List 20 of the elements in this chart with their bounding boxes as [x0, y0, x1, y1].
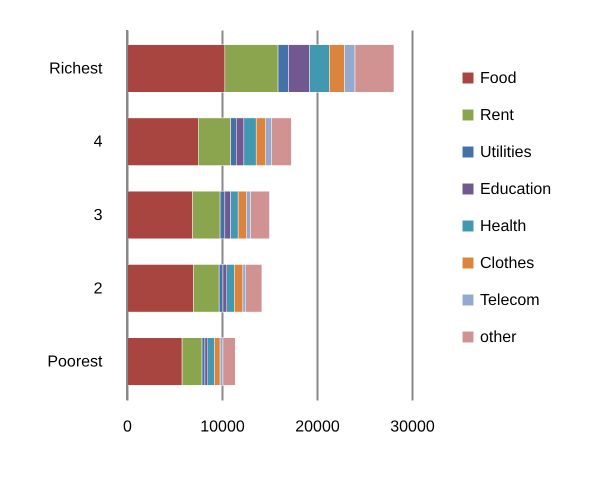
x-tick-label: 30000 [390, 418, 435, 436]
x-tick-label: 0 [123, 418, 132, 436]
legend-label: Education [480, 181, 552, 198]
x-tick-label: 20000 [295, 418, 340, 436]
x-tick-label: 10000 [200, 418, 245, 436]
y-tick-label: 3 [94, 207, 103, 224]
bar [222, 337, 236, 386]
legend-label: Clothes [480, 255, 534, 272]
legend-label: Rent [480, 107, 514, 124]
y-tick-label: Richest [49, 60, 104, 78]
bar [246, 264, 262, 312]
legend-label: Utilities [480, 144, 532, 161]
legend-label: Health [480, 218, 526, 235]
legend-label: other [480, 329, 518, 346]
y-tick-label: 4 [94, 134, 103, 151]
y-tick-label: Poorest [47, 354, 104, 371]
legend-label: Telecom [480, 292, 540, 309]
y-tick-label: 2 [94, 280, 103, 298]
legend-label: Food [480, 70, 516, 87]
bar [250, 190, 270, 240]
